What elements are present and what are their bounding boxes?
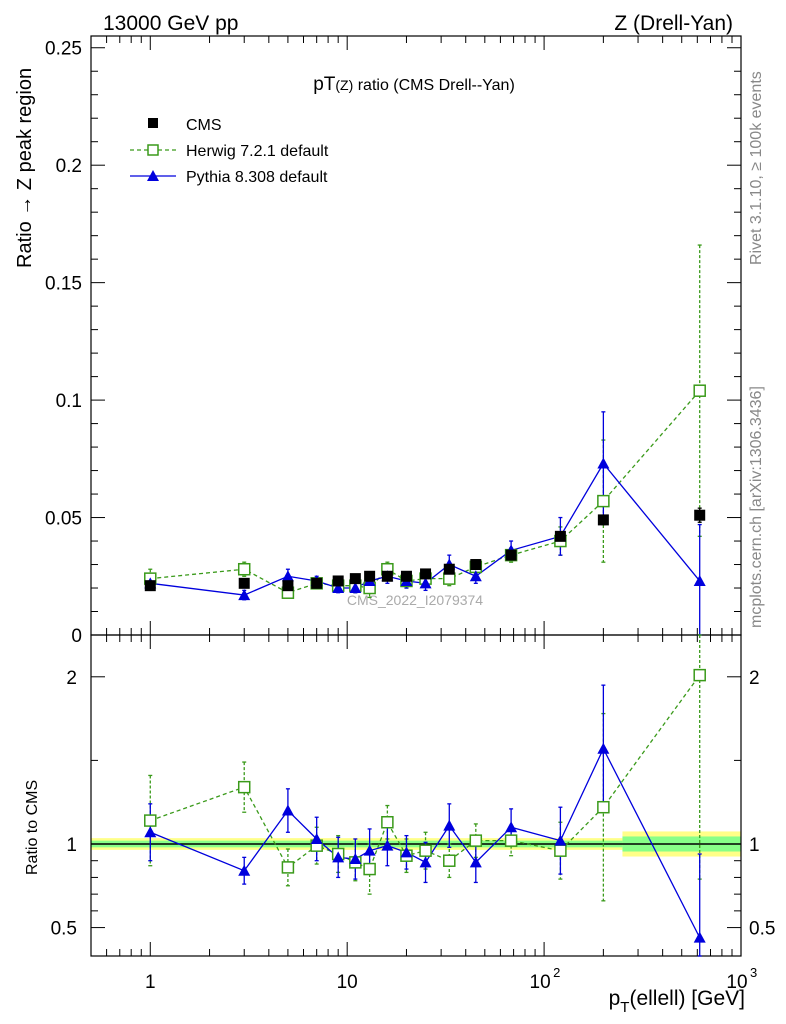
pythia-point <box>349 582 362 594</box>
cms-point <box>332 575 344 587</box>
pythia-ratio-point <box>349 853 362 865</box>
x-tick-label: 10 <box>337 972 358 993</box>
pythia-point <box>469 570 482 582</box>
y-tick-label: 0.1 <box>56 391 82 412</box>
pythia-ratio-point <box>332 851 345 863</box>
pythia-point <box>238 589 251 601</box>
cms-point <box>144 580 156 592</box>
herwig-ratio-point <box>144 814 157 827</box>
ratio-y-tick-label-right: 1 <box>749 835 760 856</box>
cms-point <box>694 509 706 521</box>
herwig-ratio-point <box>381 816 394 829</box>
cms-point <box>381 570 393 582</box>
cms-point <box>400 570 412 582</box>
x-axis-label: pT(ellell) [GeV] <box>609 987 745 1016</box>
y-tick-label: 0 <box>71 626 82 647</box>
pythia-ratio-point <box>554 834 567 846</box>
legend-herwig-marker <box>147 144 159 156</box>
pythia-ratio-point <box>363 844 376 856</box>
cms-point <box>420 568 432 580</box>
pythia-ratio-point <box>144 826 157 838</box>
x-tick-label: 10 <box>726 972 747 993</box>
x-tick-label: 10 <box>530 972 551 993</box>
pythia-ratio-point <box>381 839 394 851</box>
pythia-ratio-point <box>469 856 482 868</box>
herwig-point <box>597 494 610 508</box>
y-tick-label: 0.25 <box>45 39 82 60</box>
herwig-ratio-point <box>469 834 483 847</box>
legend-herwig-label: Herwig 7.2.1 default <box>186 143 329 160</box>
legend-pythia-label: Pythia 8.308 default <box>186 169 328 186</box>
analysis-watermark: CMS_2022_I2079374 <box>347 592 483 608</box>
herwig-point <box>693 384 706 397</box>
header-right: Z (Drell-Yan) <box>614 12 733 35</box>
legend-pythia-marker <box>147 170 159 181</box>
header-left: 13000 GeV pp <box>103 12 238 35</box>
cms-point <box>311 577 323 589</box>
pythia-ratio-point <box>419 856 432 868</box>
cms-point <box>349 573 361 585</box>
cms-point <box>364 570 376 582</box>
pythia-point <box>597 457 610 469</box>
ratio-y-tick-label-right: 0.5 <box>749 919 775 940</box>
pythia-point <box>419 577 432 589</box>
main-title: pT(Z) ratio (CMS Drell--Yan) <box>313 74 515 95</box>
ratio-y-tick-label: 2 <box>66 668 77 689</box>
pythia-ratio-point <box>281 804 294 816</box>
pythia-point <box>281 570 294 582</box>
y-tick-label: 0.05 <box>45 509 82 530</box>
herwig-point <box>237 562 251 576</box>
legend-cms-marker <box>148 118 158 128</box>
pythia-ratio-point <box>443 819 456 831</box>
herwig-ratio-line <box>150 674 701 870</box>
x-tick-label-exponent: 2 <box>553 965 560 980</box>
herwig-ratio-point <box>597 800 610 814</box>
x-tick-label-exponent: 3 <box>750 965 757 980</box>
cms-point <box>597 514 609 526</box>
cms-point <box>238 577 250 589</box>
ratio-panel-frame <box>90 634 742 957</box>
y-tick-label: 0.2 <box>56 156 82 177</box>
legend: CMS Herwig 7.2.1 default Pythia 8.308 de… <box>130 117 329 186</box>
pythia-ratio-point <box>400 846 413 858</box>
pythia-line <box>150 462 701 596</box>
cms-point <box>470 559 482 571</box>
ratio-y-tick-label: 1 <box>66 835 77 856</box>
y-tick-label: 0.15 <box>45 274 82 295</box>
herwig-ratio-point <box>419 844 432 857</box>
pythia-ratio-point <box>310 832 323 844</box>
herwig-ratio-point <box>504 834 518 847</box>
ratio-y-tick-label: 0.5 <box>51 919 77 940</box>
x-tick-label: 1 <box>145 972 156 993</box>
herwig-ratio-point <box>237 780 251 794</box>
cms-point <box>505 549 517 561</box>
pythia-point <box>332 582 345 594</box>
mcplots-label: mcplots.cern.ch [arXiv:1306.3436] <box>748 386 765 628</box>
ratio-y-tick-label-right: 2 <box>749 668 760 689</box>
herwig-ratio-point <box>443 854 456 867</box>
herwig-ratio-point <box>363 862 376 876</box>
herwig-ratio-point <box>693 668 706 682</box>
legend-cms-label: CMS <box>186 117 222 134</box>
pythia-ratio-line <box>150 747 701 938</box>
cms-point <box>282 580 294 592</box>
plot-layer: 00.050.10.150.20.250.5 0.51 12 21 10 10 2 10 3 <box>45 35 775 993</box>
herwig-ratio-point <box>554 844 567 857</box>
pythia-ratio-point <box>505 821 518 833</box>
herwig-ratio-point <box>281 861 295 874</box>
cms-point <box>443 563 455 575</box>
main-ylabel: Ratio → Z peak region <box>14 68 36 268</box>
cms-point <box>554 530 566 542</box>
herwig-line <box>150 390 701 594</box>
rivet-label: Rivet 3.1.10, ≥ 100k events <box>748 71 765 265</box>
pythia-ratio-point <box>597 742 610 754</box>
pythia-ratio-point <box>693 931 706 943</box>
pythia-ratio-point <box>238 864 251 876</box>
ratio-ylabel: Ratio to CMS <box>24 780 41 875</box>
herwig-point <box>443 572 456 585</box>
pythia-point <box>693 574 706 586</box>
